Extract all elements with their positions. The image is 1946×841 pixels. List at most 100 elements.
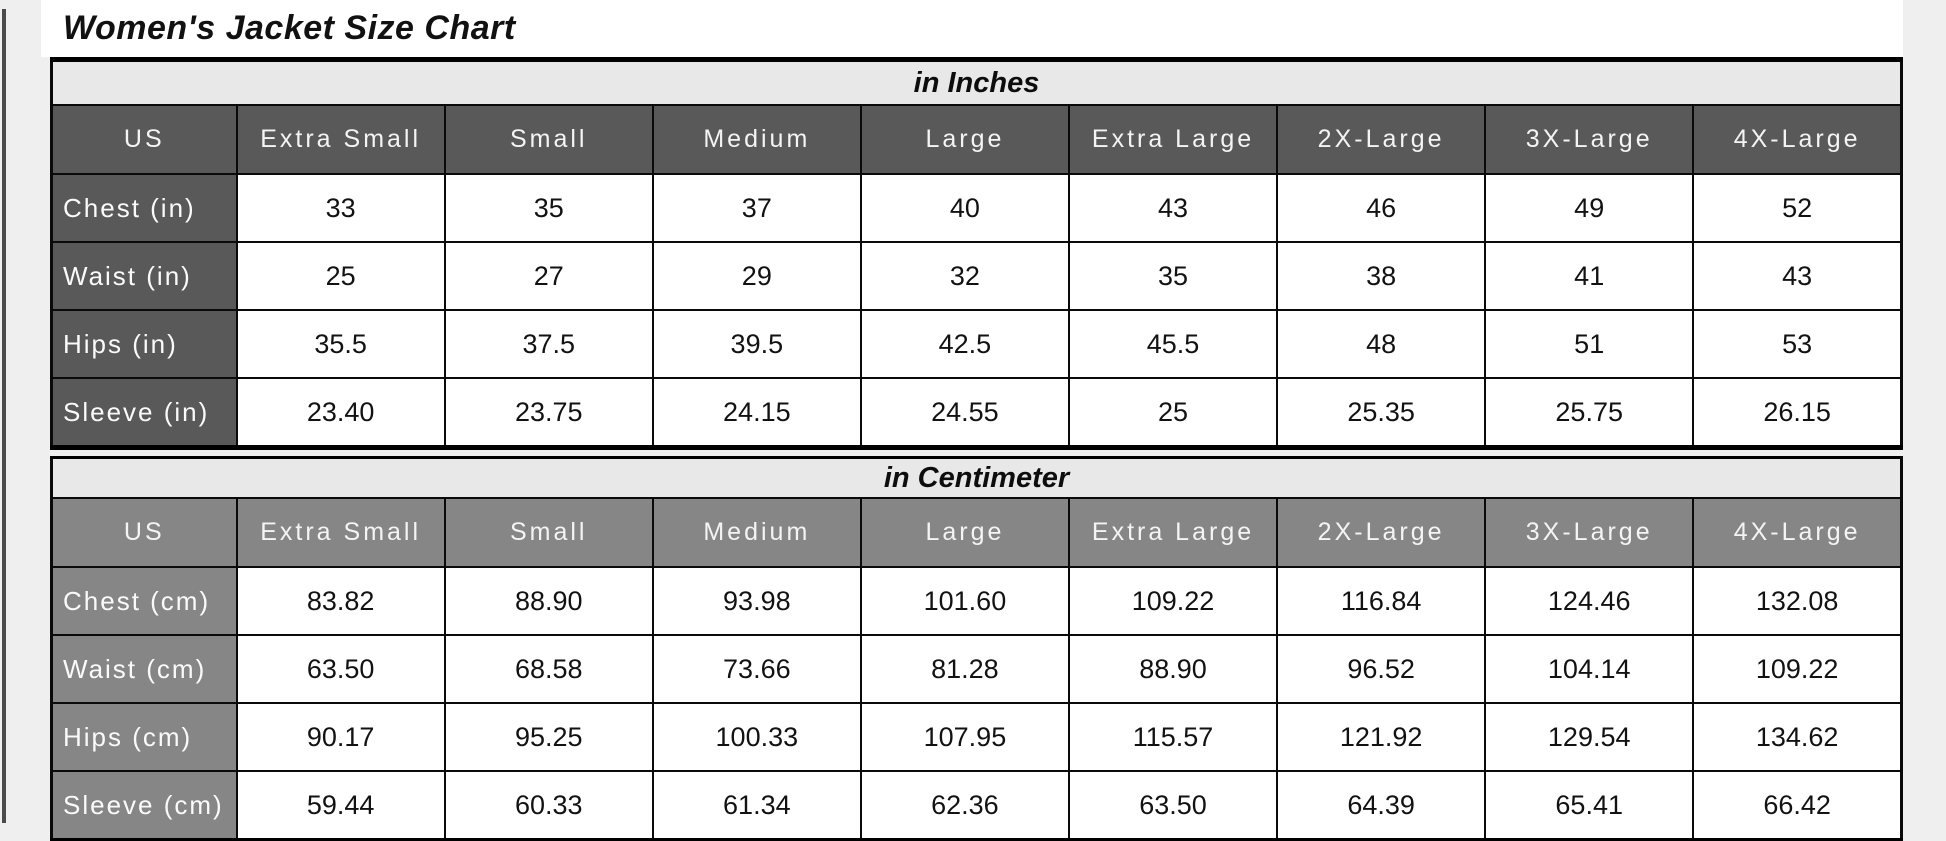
measurement-value: 124.46 xyxy=(1484,566,1695,636)
measurement-value: 39.5 xyxy=(651,309,862,379)
size-column-header: Large xyxy=(859,497,1070,568)
size-column-header: 3X-Large xyxy=(1484,497,1695,568)
table-row: Chest (cm) 83.82 88.90 93.98 101.60 109.22 116… xyxy=(50,566,1903,636)
measurement-value: 25 xyxy=(1067,377,1279,449)
table-row: Sleeve (cm) 59.44 60.33 61.34 62.36 63.50 64.3… xyxy=(50,770,1903,841)
size-column-header: 2X-Large xyxy=(1276,497,1487,568)
measurement-value: 73.66 xyxy=(651,634,862,704)
row-label: Waist (in) xyxy=(50,241,238,311)
measurement-value: 88.90 xyxy=(1067,634,1279,704)
measurement-value: 134.62 xyxy=(1692,702,1903,772)
measurement-value: 37.5 xyxy=(443,309,654,379)
measurement-value: 81.28 xyxy=(859,634,1070,704)
measurement-value: 29 xyxy=(651,241,862,311)
size-column-header: Extra Large xyxy=(1067,104,1279,175)
section-caption-row: in Inches xyxy=(50,58,1903,106)
row-label: Hips (cm) xyxy=(50,702,238,772)
measurement-value: 95.25 xyxy=(443,702,654,772)
measurement-value: 60.33 xyxy=(443,770,654,841)
table-row: Hips (in) 35.5 37.5 39.5 42.5 45.5 48 51 53 xyxy=(50,309,1903,379)
size-column-header: Small xyxy=(443,497,654,568)
row-label: Chest (in) xyxy=(50,173,238,243)
page-title-text: Women's Jacket Size Chart xyxy=(63,9,516,47)
measurement-value: 107.95 xyxy=(859,702,1070,772)
page-title: Women's Jacket Size Chart xyxy=(41,0,1903,57)
measurement-value: 96.52 xyxy=(1276,634,1487,704)
table-row: Waist (cm) 63.50 68.58 73.66 81.28 88.90 96.52… xyxy=(50,634,1903,704)
measurement-value: 88.90 xyxy=(443,566,654,636)
row-label: Chest (cm) xyxy=(50,566,238,636)
measurement-value: 42.5 xyxy=(859,309,1070,379)
measurement-value: 35 xyxy=(443,173,654,243)
measurement-value: 90.17 xyxy=(235,702,446,772)
section-caption: in Centimeter xyxy=(50,456,1903,499)
table-row: Hips (cm) 90.17 95.25 100.33 107.95 115.57 121… xyxy=(50,702,1903,772)
size-column-header: Large xyxy=(859,104,1070,175)
measurement-value: 63.50 xyxy=(1067,770,1279,841)
measurement-value: 101.60 xyxy=(859,566,1070,636)
measurement-value: 66.42 xyxy=(1692,770,1903,841)
size-column-header: 4X-Large xyxy=(1692,497,1903,568)
measurement-value: 100.33 xyxy=(651,702,862,772)
section-divider-gap xyxy=(50,450,1903,456)
measurement-value: 48 xyxy=(1276,309,1487,379)
measurement-value: 26.15 xyxy=(1692,377,1903,449)
measurement-value: 121.92 xyxy=(1276,702,1487,772)
corner-header-us: US xyxy=(50,497,238,568)
row-label: Sleeve (cm) xyxy=(50,770,238,841)
measurement-value: 32 xyxy=(859,241,1070,311)
size-table-inches: in Inches US Extra Small Small Medium Large Ex… xyxy=(50,57,1903,450)
size-header-row: US Extra Small Small Medium Large Extra Large… xyxy=(50,497,1903,568)
measurement-value: 64.39 xyxy=(1276,770,1487,841)
measurement-value: 59.44 xyxy=(235,770,446,841)
measurement-value: 25.75 xyxy=(1484,377,1695,449)
size-column-header: Extra Large xyxy=(1067,497,1279,568)
measurement-value: 38 xyxy=(1276,241,1487,311)
measurement-value: 46 xyxy=(1276,173,1487,243)
measurement-value: 43 xyxy=(1692,241,1903,311)
measurement-value: 24.15 xyxy=(651,377,862,449)
measurement-value: 27 xyxy=(443,241,654,311)
size-column-header: Extra Small xyxy=(235,497,446,568)
size-column-header: Medium xyxy=(651,104,862,175)
size-column-header: 4X-Large xyxy=(1692,104,1903,175)
row-label: Waist (cm) xyxy=(50,634,238,704)
section-caption-row: in Centimeter xyxy=(50,456,1903,499)
measurement-value: 116.84 xyxy=(1276,566,1487,636)
measurement-value: 49 xyxy=(1484,173,1695,243)
measurement-value: 43 xyxy=(1067,173,1279,243)
measurement-value: 109.22 xyxy=(1692,634,1903,704)
size-table-centimeter: in Centimeter US Extra Small Small Medium Lar… xyxy=(50,456,1903,841)
measurement-value: 24.55 xyxy=(859,377,1070,449)
tables-host: in Inches US Extra Small Small Medium Large Ex… xyxy=(50,57,1903,841)
size-column-header: 3X-Large xyxy=(1484,104,1695,175)
table-row: Waist (in) 25 27 29 32 35 38 41 43 xyxy=(50,241,1903,311)
table-row: Sleeve (in) 23.40 23.75 24.15 24.55 25 25.35 25… xyxy=(50,377,1903,449)
row-label: Hips (in) xyxy=(50,309,238,379)
measurement-value: 41 xyxy=(1484,241,1695,311)
section-caption: in Inches xyxy=(50,58,1903,106)
size-column-header: Medium xyxy=(651,497,862,568)
measurement-value: 23.75 xyxy=(443,377,654,449)
size-column-header: Small xyxy=(443,104,654,175)
measurement-value: 115.57 xyxy=(1067,702,1279,772)
window-left-edge-line xyxy=(2,9,6,823)
measurement-value: 37 xyxy=(651,173,862,243)
measurement-value: 61.34 xyxy=(651,770,862,841)
size-chart-page: { "page": { "title": "Women's Jacket Siz… xyxy=(2,0,1903,841)
measurement-value: 109.22 xyxy=(1067,566,1279,636)
measurement-value: 25 xyxy=(235,241,446,311)
measurement-value: 65.41 xyxy=(1484,770,1695,841)
measurement-value: 83.82 xyxy=(235,566,446,636)
measurement-value: 51 xyxy=(1484,309,1695,379)
measurement-value: 40 xyxy=(859,173,1070,243)
measurement-value: 63.50 xyxy=(235,634,446,704)
table-row: Chest (in) 33 35 37 40 43 46 49 52 xyxy=(50,173,1903,243)
measurement-value: 35 xyxy=(1067,241,1279,311)
measurement-value: 104.14 xyxy=(1484,634,1695,704)
size-column-header: 2X-Large xyxy=(1276,104,1487,175)
measurement-value: 33 xyxy=(235,173,446,243)
measurement-value: 52 xyxy=(1692,173,1903,243)
measurement-value: 35.5 xyxy=(235,309,446,379)
measurement-value: 129.54 xyxy=(1484,702,1695,772)
